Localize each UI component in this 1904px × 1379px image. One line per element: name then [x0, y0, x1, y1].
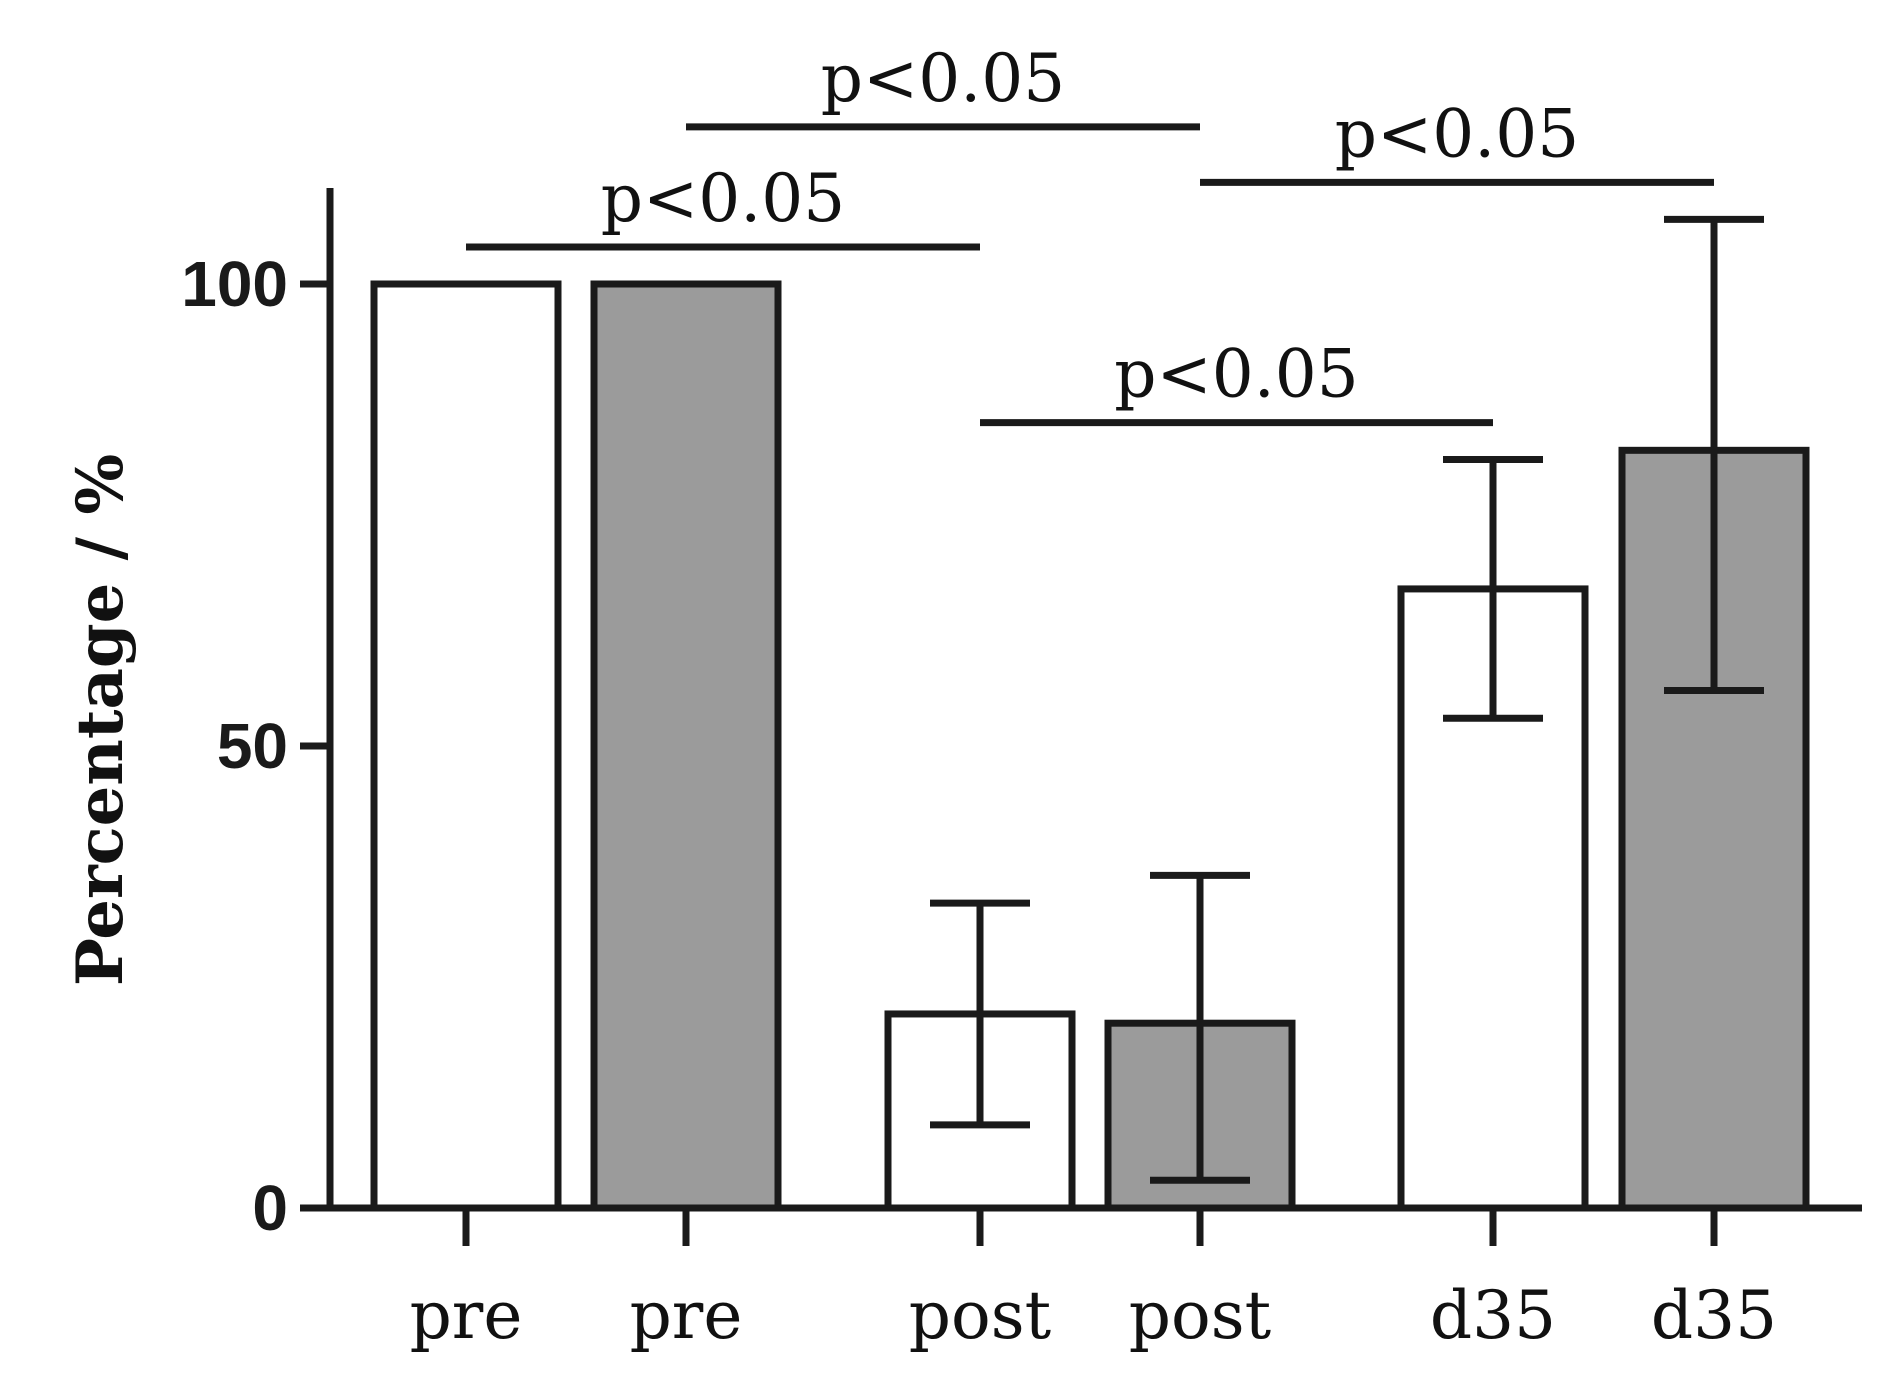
y-tick-label: 50 — [217, 710, 288, 782]
significance-bracket-1: p<0.05 — [686, 40, 1200, 131]
y-tick-label: 100 — [181, 248, 288, 320]
bar-1 — [590, 280, 782, 1212]
error-bar-4 — [1443, 456, 1543, 722]
significance-bracket-3: p<0.05 — [980, 336, 1493, 427]
significance-bracket-0: p<0.05 — [466, 160, 980, 251]
x-tick-label: pre — [410, 1277, 523, 1354]
x-tick-label: d35 — [1651, 1277, 1777, 1354]
x-tick-label: post — [1129, 1277, 1271, 1354]
error-bars-layer — [930, 215, 1764, 1184]
error-bar-5 — [1664, 215, 1764, 695]
y-tick-label: 0 — [252, 1172, 288, 1244]
significance-label: p<0.05 — [821, 40, 1066, 117]
axes-layer — [326, 188, 1862, 1212]
y-ticks-layer: 0 50 100 — [181, 248, 332, 1244]
significance-label: p<0.05 — [1114, 336, 1359, 413]
x-tick-label: pre — [630, 1277, 743, 1354]
bar-0 — [370, 280, 562, 1212]
x-tick-label: post — [909, 1277, 1051, 1354]
significance-label: p<0.05 — [601, 160, 846, 237]
significance-bracket-2: p<0.05 — [1200, 95, 1714, 186]
y-axis-title: Percentage / % — [63, 454, 138, 986]
error-bar-2 — [930, 899, 1030, 1129]
error-bar-3 — [1150, 871, 1250, 1184]
x-ticks-layer: pre pre post post d35 d35 — [410, 1208, 1777, 1354]
significance-label: p<0.05 — [1335, 95, 1580, 172]
significance-layer: p<0.05 p<0.05 p<0.05 p<0.05 — [466, 40, 1714, 427]
x-tick-label: d35 — [1430, 1277, 1556, 1354]
